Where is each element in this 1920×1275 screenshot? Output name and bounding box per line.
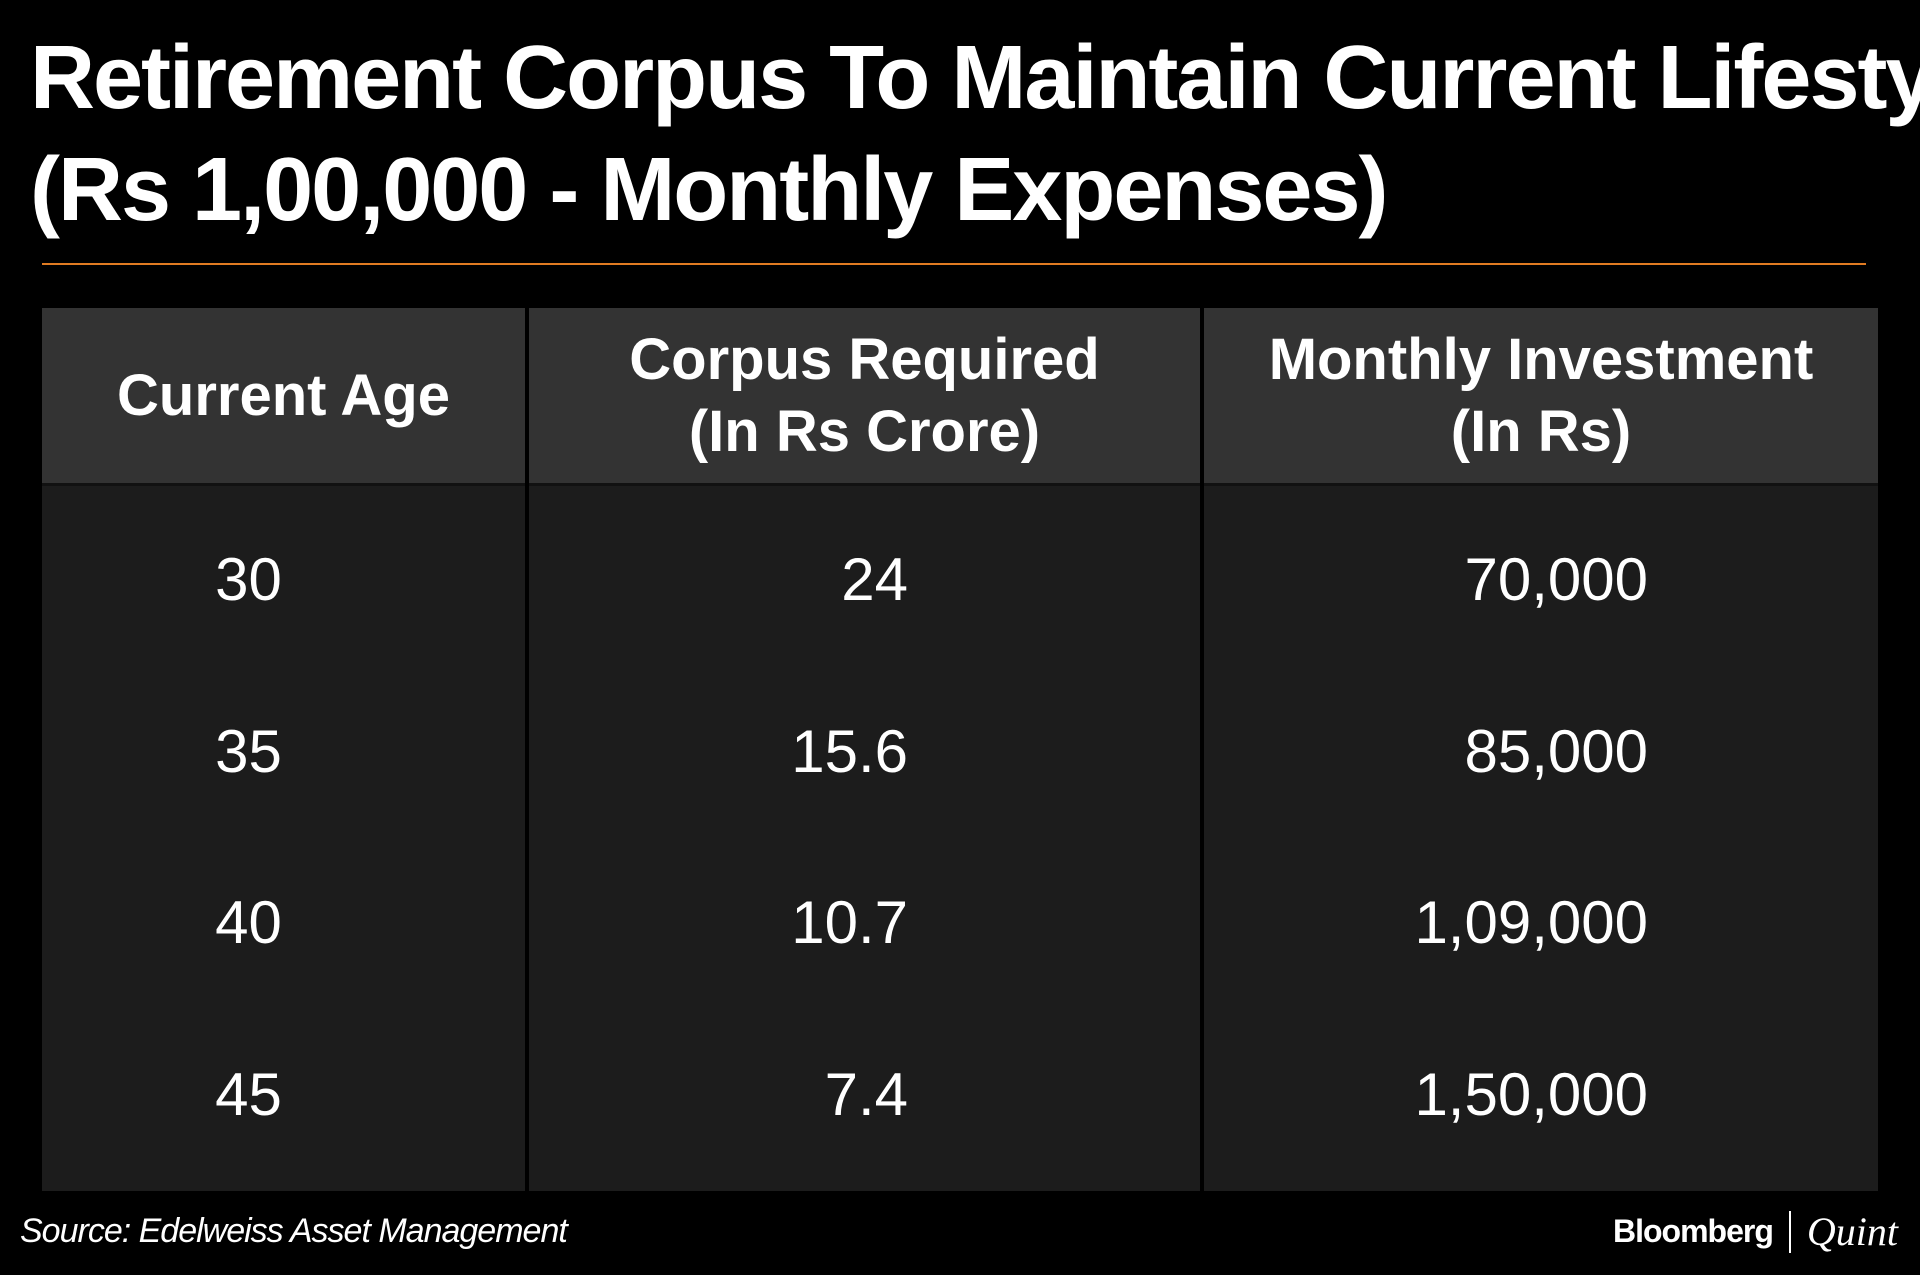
column-monthly-investment: 70,000 85,000 1,09,000 1,50,000 bbox=[1204, 486, 1878, 1191]
brand-quint: Quint bbox=[1806, 1209, 1898, 1254]
chart-title: Retirement Corpus To Maintain Current Li… bbox=[30, 22, 1920, 246]
header-current-age: Current Age bbox=[42, 308, 525, 486]
header-monthly-investment: Monthly Investment (In Rs) bbox=[1204, 308, 1878, 486]
cell-corpus-row-2: 15.6 bbox=[791, 717, 908, 785]
column-divider bbox=[1200, 308, 1204, 486]
cell-investment-row-3: 1,09,000 bbox=[1414, 889, 1648, 957]
header-current-age-label: Current Age bbox=[117, 362, 450, 428]
cell-corpus-row-3: 10.7 bbox=[791, 889, 908, 957]
cell-age-row-3: 40 bbox=[215, 889, 282, 957]
cell-investment-row-4: 1,50,000 bbox=[1414, 1061, 1648, 1129]
header-monthly-investment-unit: (In Rs) bbox=[1450, 398, 1632, 464]
cell-age-row-1: 30 bbox=[215, 545, 282, 613]
column-divider bbox=[525, 486, 529, 1191]
cell-age-row-4: 45 bbox=[215, 1061, 282, 1129]
title-line-2: (Rs 1,00,000 - Monthly Expenses) bbox=[30, 140, 1389, 240]
column-divider bbox=[1200, 486, 1204, 1191]
brand-bloomberg: Bloomberg bbox=[1612, 1213, 1774, 1249]
column-corpus-required: 24 15.6 10.7 7.4 bbox=[529, 486, 1200, 1191]
cell-age-row-2: 35 bbox=[215, 717, 282, 785]
header-corpus-required: Corpus Required (In Rs Crore) bbox=[529, 308, 1200, 486]
header-monthly-investment-label: Monthly Investment bbox=[1268, 326, 1814, 392]
column-divider bbox=[525, 308, 529, 486]
brand-separator bbox=[1788, 1210, 1791, 1253]
cell-corpus-row-1: 24 bbox=[841, 545, 908, 613]
source-note: Source: Edelweiss Asset Management bbox=[20, 1212, 568, 1250]
column-current-age: 30 35 40 45 bbox=[42, 486, 525, 1191]
data-table: Current Age Corpus Required (In Rs Crore… bbox=[42, 308, 1878, 1191]
cell-corpus-row-4: 7.4 bbox=[824, 1061, 908, 1129]
brand-logo: Bloomberg Quint bbox=[1613, 1208, 1898, 1255]
cell-investment-row-2: 85,000 bbox=[1464, 717, 1648, 785]
cell-investment-row-1: 70,000 bbox=[1464, 545, 1648, 613]
header-corpus-required-label: Corpus Required bbox=[629, 326, 1100, 392]
title-divider bbox=[42, 263, 1866, 265]
title-line-1: Retirement Corpus To Maintain Current Li… bbox=[30, 28, 1920, 128]
header-corpus-required-unit: (In Rs Crore) bbox=[688, 398, 1041, 464]
